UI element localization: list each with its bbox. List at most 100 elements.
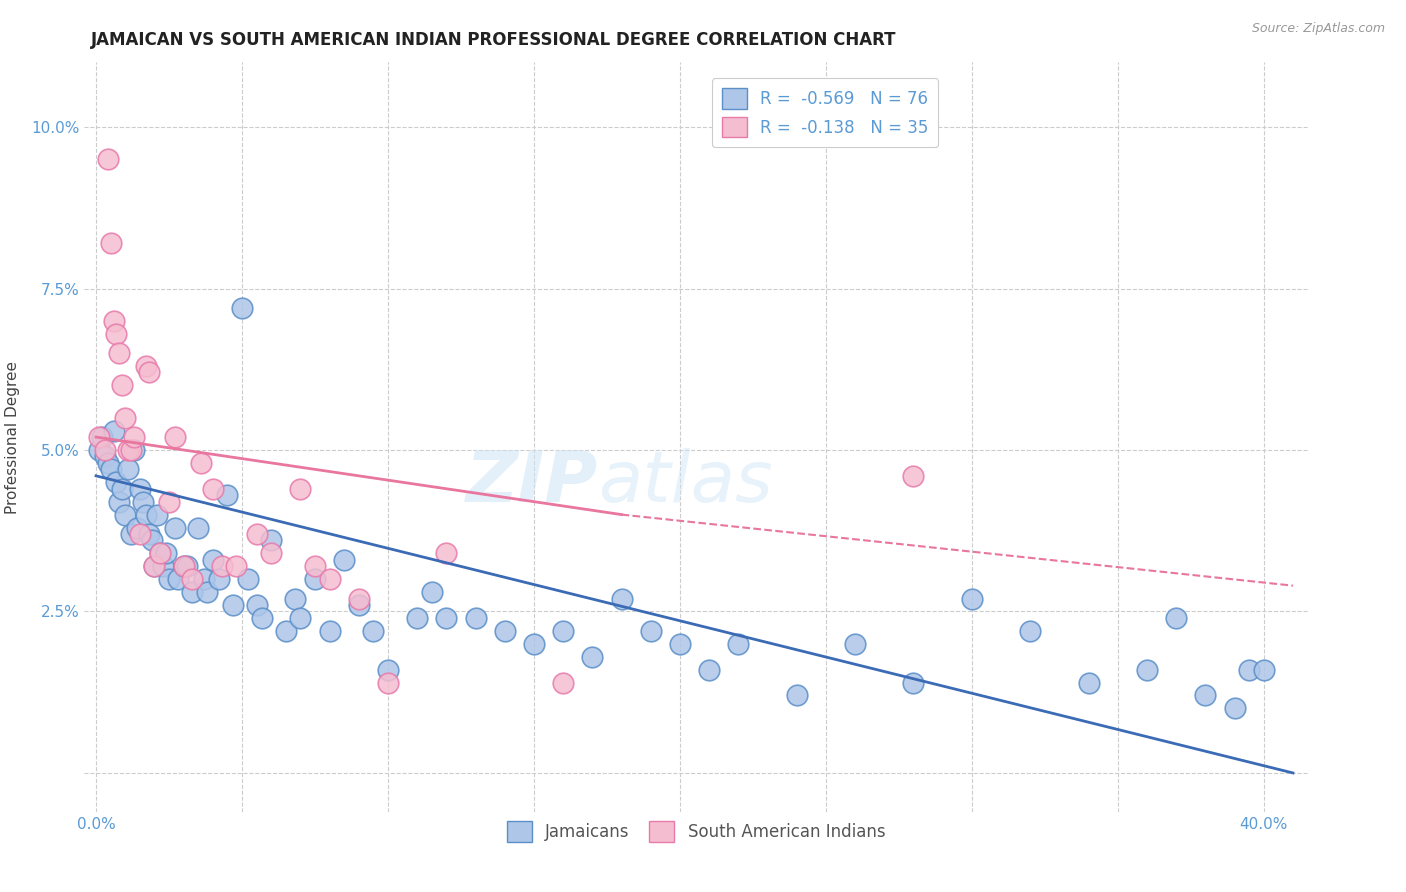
Point [420,585,443,599]
Point [100,462,122,476]
Text: atlas: atlas [598,448,773,516]
Point [960,591,983,606]
Legend: Jamaicans, South American Indians: Jamaicans, South American Indians [501,814,891,848]
Point [1166,611,1188,625]
Point [246,598,269,612]
Point [225,559,247,574]
Point [231,301,253,315]
Point [1194,689,1216,703]
Point [304,572,326,586]
Point [246,527,269,541]
Point [111,482,134,496]
Point [97,153,120,167]
Text: JAMAICAN VS SOUTH AMERICAN INDIAN PROFESSIONAL DEGREE CORRELATION CHART: JAMAICAN VS SOUTH AMERICAN INDIAN PROFES… [91,31,897,49]
Point [120,527,142,541]
Point [146,508,169,522]
Point [290,482,312,496]
Point [103,424,125,438]
Point [406,611,429,625]
Point [103,314,125,328]
Point [143,559,166,574]
Point [87,430,110,444]
Point [117,462,139,476]
Point [581,649,603,664]
Point [786,689,808,703]
Point [163,520,186,534]
Point [669,637,692,651]
Point [94,442,117,457]
Point [97,456,120,470]
Point [903,468,925,483]
Point [138,527,160,541]
Point [610,591,633,606]
Point [157,494,180,508]
Point [1019,624,1042,638]
Point [138,366,160,380]
Point [318,572,340,586]
Point [125,520,148,534]
Point [135,359,157,373]
Point [149,546,172,560]
Point [217,488,239,502]
Point [222,598,245,612]
Point [333,553,356,567]
Point [90,430,112,444]
Point [193,572,215,586]
Point [553,675,575,690]
Point [1253,663,1275,677]
Point [260,546,283,560]
Point [434,611,457,625]
Point [105,475,128,490]
Point [434,546,457,560]
Point [94,450,117,464]
Point [844,637,866,651]
Point [135,508,157,522]
Point [304,559,326,574]
Point [195,585,218,599]
Point [201,482,224,496]
Point [173,559,195,574]
Point [290,611,312,625]
Point [181,585,204,599]
Point [176,559,198,574]
Point [166,572,188,586]
Point [318,624,340,638]
Point [377,663,399,677]
Point [347,598,370,612]
Point [283,591,305,606]
Point [494,624,516,638]
Point [128,527,150,541]
Point [208,572,231,586]
Point [523,637,546,651]
Y-axis label: Professional Degree: Professional Degree [6,360,20,514]
Point [260,533,283,548]
Point [640,624,662,638]
Point [187,520,209,534]
Point [1223,701,1246,715]
Point [122,430,145,444]
Point [100,236,122,251]
Point [274,624,297,638]
Point [252,611,274,625]
Point [236,572,259,586]
Point [211,559,233,574]
Point [114,508,136,522]
Point [152,559,174,574]
Point [108,494,131,508]
Point [1237,663,1260,677]
Point [132,494,155,508]
Point [120,442,142,457]
Point [163,430,186,444]
Point [157,572,180,586]
Point [697,663,720,677]
Point [122,442,145,457]
Point [105,326,128,341]
Point [553,624,575,638]
Point [727,637,749,651]
Point [111,378,134,392]
Point [173,559,195,574]
Point [128,482,150,496]
Point [1136,663,1159,677]
Point [149,546,172,560]
Text: ZIP: ZIP [465,448,598,516]
